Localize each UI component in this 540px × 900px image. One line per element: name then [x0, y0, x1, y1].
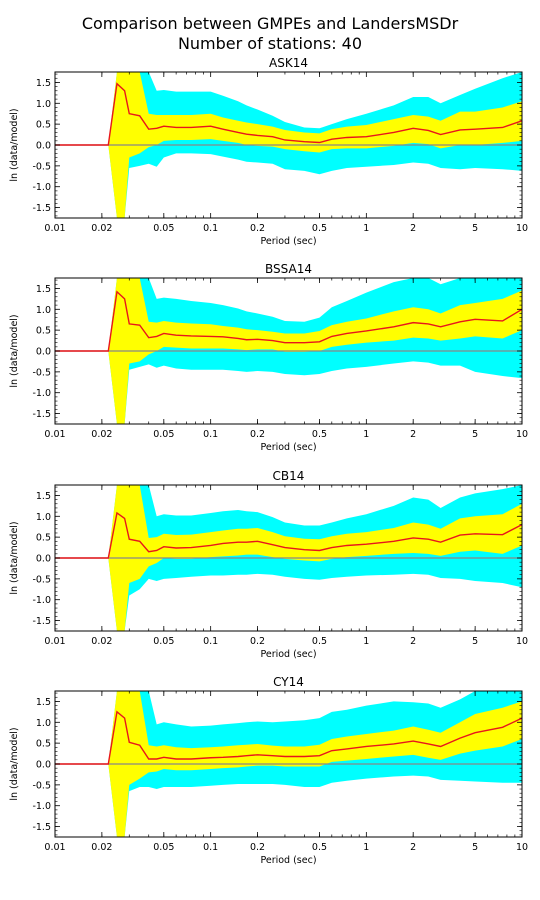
x-tick-label: 0.1	[203, 636, 218, 647]
x-tick-label: 0.01	[44, 636, 65, 647]
y-tick-label: 0.5	[36, 739, 51, 750]
y-tick-label: 1.5	[36, 491, 51, 502]
x-tick-label: 10	[516, 842, 528, 853]
x-tick-label: 0.01	[44, 842, 65, 853]
y-tick-label: 1.0	[36, 512, 51, 523]
x-tick-label: 0.05	[153, 429, 174, 440]
x-tick-label: 0.02	[91, 429, 112, 440]
x-tick-label: 0.02	[91, 223, 112, 234]
x-tick-label: 0.5	[312, 842, 327, 853]
y-tick-label: 1.0	[36, 718, 51, 729]
mean-residual-line	[55, 710, 522, 765]
x-tick-label: 0.1	[203, 842, 218, 853]
y-axis-label: ln (data/model)	[9, 521, 20, 594]
y-tick-label: 1.5	[36, 78, 51, 89]
plot-area	[55, 691, 522, 837]
y-tick-label: -1.0	[32, 388, 51, 399]
chart-title: BSSA14	[265, 262, 312, 276]
chart-title: ASK14	[269, 56, 308, 70]
y-tick-label: 0.5	[36, 533, 51, 544]
y-tick-label: 0.0	[36, 760, 51, 771]
x-tick-label: 1	[363, 636, 369, 647]
x-tick-label: 0.05	[153, 223, 174, 234]
mean-residual-line	[55, 290, 522, 352]
x-tick-label: 0.01	[44, 429, 65, 440]
x-tick-label: 5	[472, 636, 478, 647]
y-tick-label: 1.0	[36, 99, 51, 110]
y-axis-label: ln (data/model)	[9, 314, 20, 387]
x-tick-label: 10	[516, 636, 528, 647]
y-tick-label: -0.5	[32, 780, 51, 791]
x-tick-label: 2	[410, 223, 416, 234]
x-tick-label: 0.05	[153, 842, 174, 853]
x-tick-label: 0.2	[250, 429, 265, 440]
chart-cb14: 0.01 0.02 0.05 0.1 0.2 0.5 1 2 5 10 -1.5 -1.0 -0.5 0.…	[9, 469, 528, 660]
mean-residual-line	[55, 511, 522, 559]
x-tick-label: 0.5	[312, 429, 327, 440]
x-tick-label: 0.2	[250, 636, 265, 647]
y-tick-label: -1.5	[32, 822, 51, 833]
y-tick-label: -1.5	[32, 616, 51, 627]
y-tick-label: 0.5	[36, 120, 51, 131]
y-tick-label: 0.0	[36, 554, 51, 565]
y-tick-label: -0.5	[32, 367, 51, 378]
x-tick-label: 0.2	[250, 842, 265, 853]
x-tick-label: 1	[363, 842, 369, 853]
x-tick-label: 0.5	[312, 636, 327, 647]
x-tick-label: 0.02	[91, 636, 112, 647]
x-axis-label: Period (sec)	[260, 649, 316, 660]
x-tick-label: 2	[410, 429, 416, 440]
y-tick-label: 1.0	[36, 305, 51, 316]
chart-ask14: 0.01 0.02 0.05 0.1 0.2 0.5 1 2 5 10 -1.5 -1.0 -0.5 0.…	[9, 56, 528, 247]
x-tick-label: 0.05	[153, 636, 174, 647]
x-tick-label: 2	[410, 842, 416, 853]
x-tick-label: 0.1	[203, 223, 218, 234]
y-tick-label: 1.5	[36, 284, 51, 295]
y-tick-label: -1.5	[32, 203, 51, 214]
y-tick-label: 0.5	[36, 326, 51, 337]
chart-cy14: 0.01 0.02 0.05 0.1 0.2 0.5 1 2 5 10 -1.5 -1.0 -0.5 0.…	[9, 675, 528, 866]
x-tick-label: 2	[410, 636, 416, 647]
y-tick-label: -1.0	[32, 182, 51, 193]
figure-title: Comparison between GMPEs and LandersMSDr	[81, 14, 459, 33]
y-tick-label: -1.0	[32, 801, 51, 812]
x-tick-label: 0.5	[312, 223, 327, 234]
y-tick-label: -0.5	[32, 161, 51, 172]
plot-area	[55, 278, 522, 424]
x-axis-label: Period (sec)	[260, 442, 316, 453]
x-tick-label: 0.02	[91, 842, 112, 853]
y-tick-label: -1.5	[32, 409, 51, 420]
y-tick-label: -1.0	[32, 595, 51, 606]
plot-area	[55, 72, 522, 218]
y-tick-label: 0.0	[36, 141, 51, 152]
x-tick-label: 0.01	[44, 223, 65, 234]
x-tick-label: 5	[472, 429, 478, 440]
x-axis-label: Period (sec)	[260, 236, 316, 247]
y-axis-label: ln (data/model)	[9, 108, 20, 181]
x-tick-label: 5	[472, 223, 478, 234]
chart-title: CY14	[273, 675, 304, 689]
x-tick-label: 0.2	[250, 223, 265, 234]
x-tick-label: 1	[363, 429, 369, 440]
plot-area	[55, 485, 522, 631]
chart-title: CB14	[273, 469, 305, 483]
x-axis-label: Period (sec)	[260, 855, 316, 866]
mean-residual-line	[55, 82, 522, 146]
x-tick-label: 10	[516, 429, 528, 440]
y-tick-label: -0.5	[32, 574, 51, 585]
figure-subtitle: Number of stations: 40	[177, 34, 363, 53]
y-tick-label: 0.0	[36, 347, 51, 358]
x-tick-label: 1	[363, 223, 369, 234]
x-tick-label: 0.1	[203, 429, 218, 440]
y-tick-label: 1.5	[36, 697, 51, 708]
x-tick-label: 5	[472, 842, 478, 853]
y-axis-label: ln (data/model)	[9, 727, 20, 800]
x-tick-label: 10	[516, 223, 528, 234]
chart-bssa14: 0.01 0.02 0.05 0.1 0.2 0.5 1 2 5 10 -1.5 -1.0 -0.5 0.…	[9, 262, 528, 453]
